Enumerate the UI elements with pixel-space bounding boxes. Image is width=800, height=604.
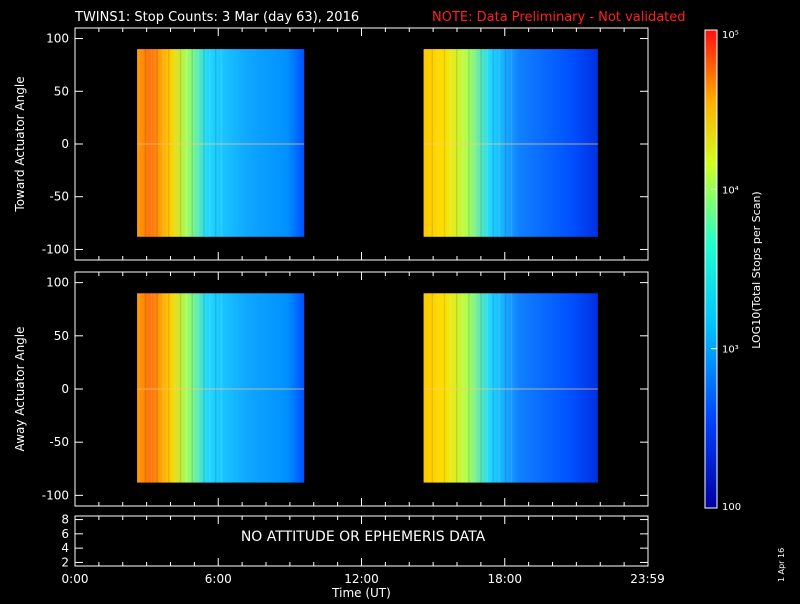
- y-tick-label: 4: [61, 541, 69, 555]
- colorbar: 10⁵ 10⁴ 10³ 100 LOG10(Total Stops per Scan): [704, 29, 763, 513]
- y-tick-label: 0: [61, 382, 69, 396]
- x-tick-label: 6:00: [205, 572, 232, 586]
- panel-2: 100 50 0 -50 -100 Away Actuator Angle: [13, 271, 649, 507]
- y-tick-label: 50: [54, 329, 69, 343]
- y-tick-label: 2: [61, 555, 69, 569]
- colorbar-tick-label: 10⁴: [722, 185, 739, 196]
- no-data-message: NO ATTITUDE OR EPHEMERIS DATA: [241, 529, 486, 545]
- y-tick-label: 0: [61, 137, 69, 151]
- y-tick-label: -50: [49, 435, 69, 449]
- colorbar-label: LOG10(Total Stops per Scan): [750, 191, 763, 348]
- y-tick-label: 100: [46, 32, 69, 46]
- x-tick-label: 0:00: [62, 572, 89, 586]
- heatmap-segment: [423, 293, 598, 483]
- panels: 100 50 0 -50 -100 Toward Actuator Angle 100 50 0…: [13, 27, 665, 600]
- chart-title: TWINS1: Stop Counts: 3 Mar (day 63), 201…: [74, 10, 359, 25]
- x-tick-label: 18:00: [487, 572, 522, 586]
- y-axis-label: Away Actuator Angle: [13, 326, 27, 451]
- heatmap-segment: [137, 293, 305, 483]
- colorbar-ticks: 10⁵ 10⁴ 10³ 100: [711, 29, 741, 513]
- panel-1: 100 50 0 -50 -100 Toward Actuator Angle: [13, 27, 649, 261]
- y-tick-label: 50: [54, 84, 69, 98]
- colorbar-tick-label: 100: [722, 502, 741, 513]
- heatmap-segment: [137, 49, 305, 237]
- y-axis-label: Toward Actuator Angle: [13, 76, 27, 212]
- colorbar-tick-label: 10⁵: [722, 30, 739, 41]
- y-tick-label: -100: [42, 242, 69, 256]
- preliminary-note: NOTE: Data Preliminary - Not validated: [432, 10, 686, 25]
- y-tick-label: 8: [61, 513, 69, 527]
- y-tick-label: 6: [61, 527, 69, 541]
- y-tick-label: 100: [46, 276, 69, 290]
- date-stamp: 1 Apr 16: [777, 548, 786, 582]
- y-tick-label: -100: [42, 488, 69, 502]
- colorbar-gradient: [704, 29, 718, 509]
- y-tick-label: -50: [49, 190, 69, 204]
- x-tick-label: 12:00: [344, 572, 379, 586]
- x-tick-label: 23:59: [630, 572, 665, 586]
- x-axis-label: Time (UT): [331, 586, 391, 600]
- colorbar-tick-label: 10³: [722, 345, 739, 356]
- heatmap-segment: [423, 49, 598, 237]
